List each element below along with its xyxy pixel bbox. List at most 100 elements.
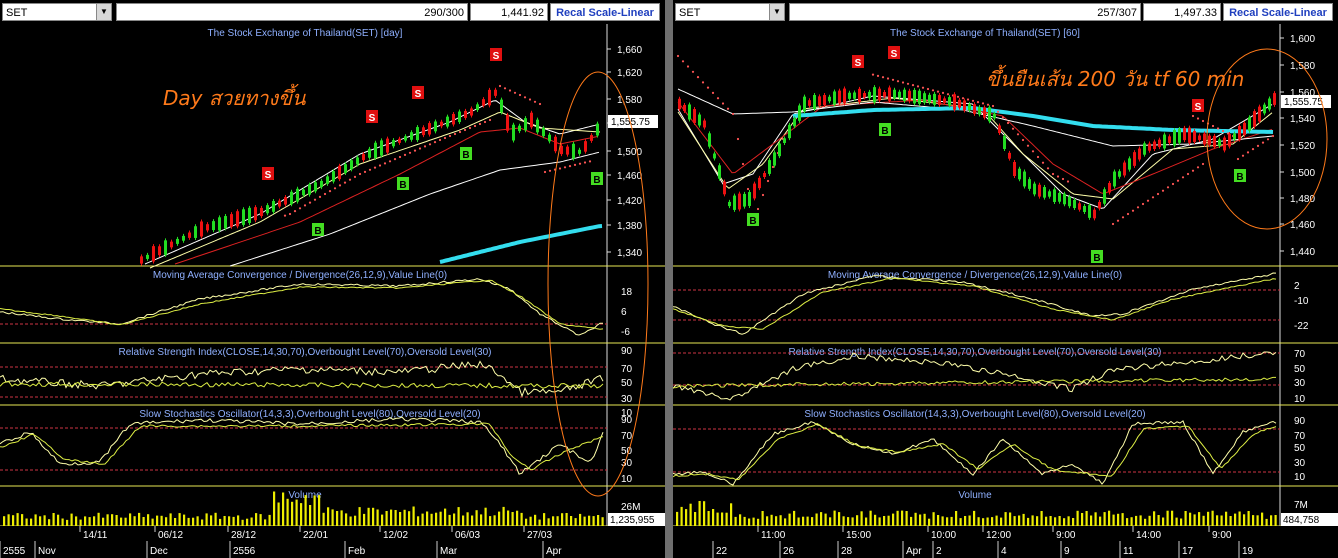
indicator-tick-label: 30	[1294, 378, 1306, 389]
chevron-down-icon[interactable]: ▼	[769, 4, 784, 20]
sar-dot	[1266, 138, 1270, 141]
volume-bar	[250, 517, 253, 526]
volume-bar	[201, 519, 204, 526]
candle	[164, 240, 167, 255]
volume-bar	[358, 507, 361, 526]
sar-dot	[358, 172, 362, 176]
volume-bar	[597, 515, 600, 526]
candle	[1253, 111, 1256, 127]
price-tick-label: 1,380	[617, 221, 642, 232]
volume-bar	[489, 516, 492, 526]
volume-bar	[16, 513, 19, 526]
sar-dot	[911, 84, 915, 87]
ma-long-line	[229, 151, 600, 267]
sar-dot	[721, 102, 725, 105]
sar-dot	[1111, 222, 1115, 226]
last-price-label: 1,555.75	[1284, 97, 1323, 108]
volume-bar	[865, 517, 868, 526]
date-label: 28/12	[231, 530, 256, 541]
volume-bar	[61, 518, 64, 526]
volume-bar	[986, 517, 989, 526]
date-label: 9	[1064, 546, 1070, 557]
volume-bar	[156, 515, 159, 526]
candle	[1133, 152, 1136, 166]
sar-dot	[996, 110, 1000, 113]
candle	[873, 87, 876, 103]
chart-area[interactable]: The Stock Exchange of Thailand(SET) [day…	[0, 24, 665, 558]
sar-dot	[373, 166, 377, 169]
volume-bar	[937, 515, 940, 526]
indicator-tick-label: 30	[621, 458, 633, 469]
volume-bar	[887, 515, 890, 526]
sar-dot	[1131, 209, 1135, 212]
volume-bar	[30, 518, 33, 526]
candle	[1073, 199, 1076, 209]
symbol-select[interactable]: SET ▼	[675, 3, 785, 21]
candle	[284, 197, 287, 205]
sar-dot	[308, 201, 312, 204]
sar-dot	[1011, 127, 1015, 130]
candle	[738, 193, 741, 210]
sar-dot	[448, 134, 452, 138]
candle	[1093, 209, 1096, 219]
volume-bar	[928, 518, 931, 526]
recal-scale-button[interactable]: Recal Scale-Linear	[1223, 3, 1333, 21]
macd-signal-line	[673, 277, 1277, 330]
pane-divider[interactable]	[665, 0, 673, 558]
candle	[542, 127, 545, 137]
indicator-tick-label: 50	[621, 378, 633, 389]
candle	[1138, 148, 1141, 160]
chart-area[interactable]: The Stock Exchange of Thailand(SET) [60]…	[673, 24, 1338, 558]
volume-bar	[93, 516, 96, 526]
stoch-line	[673, 420, 1277, 486]
sar-dot	[881, 76, 885, 79]
volume-bar	[25, 518, 28, 526]
symbol-select[interactable]: SET ▼	[2, 3, 112, 21]
volume-bar	[372, 507, 375, 526]
last-volume-box	[608, 513, 665, 526]
candle	[698, 114, 701, 126]
sar-dot	[1121, 216, 1125, 219]
candle	[758, 177, 761, 189]
macd-signal-line	[0, 279, 604, 330]
candle	[1258, 106, 1261, 122]
price-tick-label: 1,580	[617, 95, 642, 106]
sar-dot	[1016, 133, 1020, 136]
recal-scale-button[interactable]: Recal Scale-Linear	[550, 3, 660, 21]
candle	[943, 98, 946, 103]
sar-dot	[986, 103, 990, 106]
volume-bar	[426, 511, 429, 526]
sar-dot	[736, 137, 740, 141]
candle	[728, 201, 731, 207]
volume-bar	[588, 515, 591, 526]
sar-dot	[1191, 114, 1195, 118]
candle	[1043, 187, 1046, 198]
volume-bar	[570, 516, 573, 526]
stoch-signal-line	[673, 422, 1277, 481]
last-volume-label: 1,235,955	[610, 515, 655, 526]
sar-dot	[1036, 155, 1040, 159]
panel-title: Slow Stochastics Oscillator(14,3,3),Over…	[804, 409, 1145, 420]
sell-signal	[490, 48, 502, 61]
candle	[158, 246, 161, 256]
volume-bar	[75, 516, 78, 526]
buy-signal-label: B	[462, 150, 469, 161]
volume-bar	[444, 508, 447, 526]
indicator-tick-label: 90	[621, 415, 633, 426]
volume-bar	[734, 516, 737, 526]
candle	[566, 146, 569, 155]
candle	[1273, 93, 1276, 105]
candle	[308, 184, 311, 195]
candle	[500, 99, 503, 113]
candle	[1008, 152, 1011, 159]
chevron-down-icon[interactable]: ▼	[96, 4, 111, 20]
volume-bar	[707, 511, 710, 526]
rsi-signal-line	[0, 381, 604, 389]
indicator-tick-label: 10	[621, 474, 633, 485]
candle	[1098, 201, 1101, 209]
ma-long-line	[677, 88, 1273, 147]
buy-signal	[879, 123, 891, 136]
volume-bar	[304, 495, 307, 526]
sar-dot	[463, 128, 467, 132]
candle	[1143, 143, 1146, 155]
